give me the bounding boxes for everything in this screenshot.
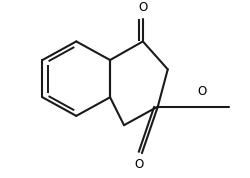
- Text: O: O: [138, 1, 147, 14]
- Text: O: O: [135, 158, 144, 171]
- Text: O: O: [197, 85, 206, 98]
